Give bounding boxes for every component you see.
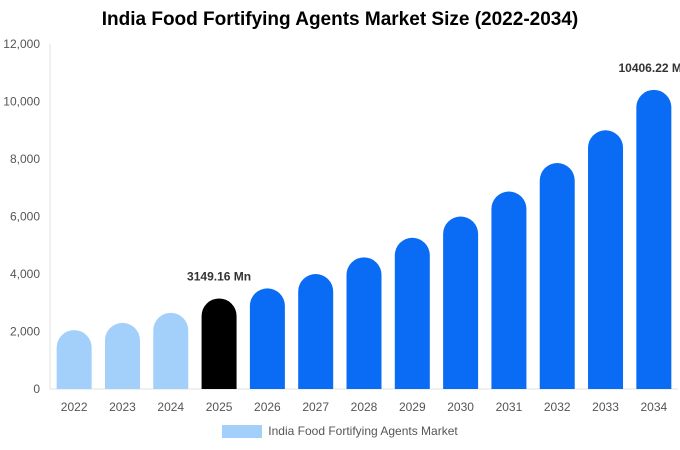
bar-2033 [588,130,624,389]
bar-2029 [394,237,430,389]
data-labels: 3149.16 Mn 10406.22 Mn [187,61,680,284]
x-tick-label: 2033 [592,400,619,414]
y-tick-label: 12,000 [3,37,40,51]
bar-2031 [491,191,527,389]
bar-2032 [539,163,575,389]
bar-2034 [636,89,672,390]
x-tick-label: 2024 [157,400,184,414]
x-tick-label: 2028 [351,400,378,414]
bar-2023 [104,322,140,389]
x-tick-label: 2022 [61,400,88,414]
x-tick-label: 2023 [109,400,136,414]
x-tick-label: 2025 [206,400,233,414]
legend-swatch [222,424,263,438]
x-tick-label: 2034 [640,400,667,414]
y-tick-label: 6,000 [10,210,40,224]
bar-group [56,89,672,390]
bar-2027 [298,274,334,389]
data-label-2025: 3149.16 Mn [187,269,251,283]
bar-2028 [346,257,382,389]
bar-2022 [56,330,92,389]
x-tick-label: 2031 [496,400,523,414]
x-tick-label: 2029 [399,400,426,414]
bar-2024 [153,312,189,389]
y-tick-label: 2,000 [10,325,40,339]
bar-2025 [201,298,237,389]
legend: India Food Fortifying Agents Market [0,424,680,438]
bar-2030 [443,216,479,389]
y-axis-ticks: 0 2,000 4,000 6,000 8,000 10,000 12,000 [3,37,40,396]
x-tick-label: 2026 [254,400,281,414]
legend-label: India Food Fortifying Agents Market [268,424,458,438]
chart-title: India Food Fortifying Agents Market Size… [101,9,579,30]
bar-2026 [249,288,285,389]
data-label-2034: 10406.22 Mn [618,61,680,75]
y-tick-label: 4,000 [10,267,40,281]
y-tick-label: 8,000 [10,152,40,166]
x-tick-label: 2032 [544,400,571,414]
y-tick-label: 10,000 [3,95,40,109]
x-axis-ticks: 2022 2023 2024 2025 2026 2027 2028 2029 2030 2031… [61,400,668,414]
y-tick-label: 0 [33,382,40,396]
x-tick-label: 2030 [447,400,474,414]
x-tick-label: 2027 [302,400,329,414]
